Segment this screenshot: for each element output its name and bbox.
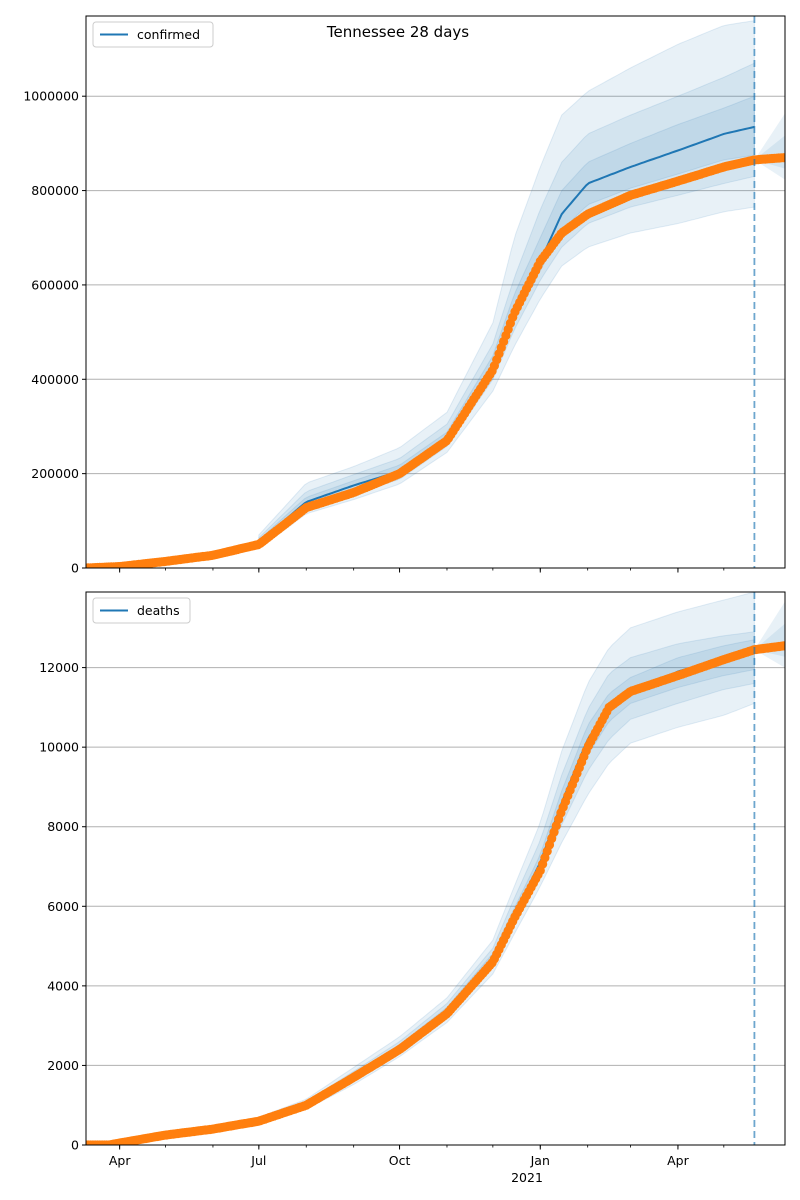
y-tick-label: 6000	[47, 899, 79, 914]
deaths-chart: 0 2000 4000 6000 8000 10000 12000 Apr Jul Oct Jan A…	[39, 591, 786, 1168]
legend-label: deaths	[137, 603, 180, 618]
y-tick-label: 400000	[31, 372, 79, 387]
y-tick-label: 10000	[39, 740, 79, 755]
y-tick-label: 1000000	[23, 89, 79, 104]
confirmed-chart: 0 200000 400000 600000 800000 1000000 confirme…	[23, 15, 786, 576]
observed-point	[778, 153, 785, 163]
observed-point	[778, 641, 785, 651]
y-tick-label: 200000	[31, 466, 79, 481]
y-tick-label: 0	[71, 1138, 79, 1153]
x-tick-label: Apr	[109, 1153, 131, 1168]
axes-frame	[85, 591, 786, 1146]
plot-area	[86, 592, 785, 1145]
y-tick-label: 12000	[39, 660, 79, 675]
y-tick-label: 600000	[31, 277, 79, 292]
y-tick-label: 8000	[47, 819, 79, 834]
uncertainty-band	[258, 592, 755, 1124]
legend-label: confirmed	[137, 27, 200, 42]
plot-area	[86, 20, 785, 568]
x-tick-label: Oct	[389, 1153, 411, 1168]
x-axis-year-label: 2021	[511, 1170, 543, 1185]
x-tick-label: Jan	[530, 1153, 550, 1168]
y-tick-label: 4000	[47, 978, 79, 993]
y-tick-label: 2000	[47, 1058, 79, 1073]
figure-title: Tennessee 28 days	[326, 23, 469, 41]
legend-box	[92, 597, 191, 624]
legend-box	[92, 21, 214, 48]
y-tick-label: 0	[71, 561, 79, 576]
axes-frame	[85, 15, 786, 569]
y-tick-label: 800000	[31, 183, 79, 198]
x-tick-label: Jul	[250, 1153, 266, 1168]
x-tick-label: Apr	[667, 1153, 689, 1168]
